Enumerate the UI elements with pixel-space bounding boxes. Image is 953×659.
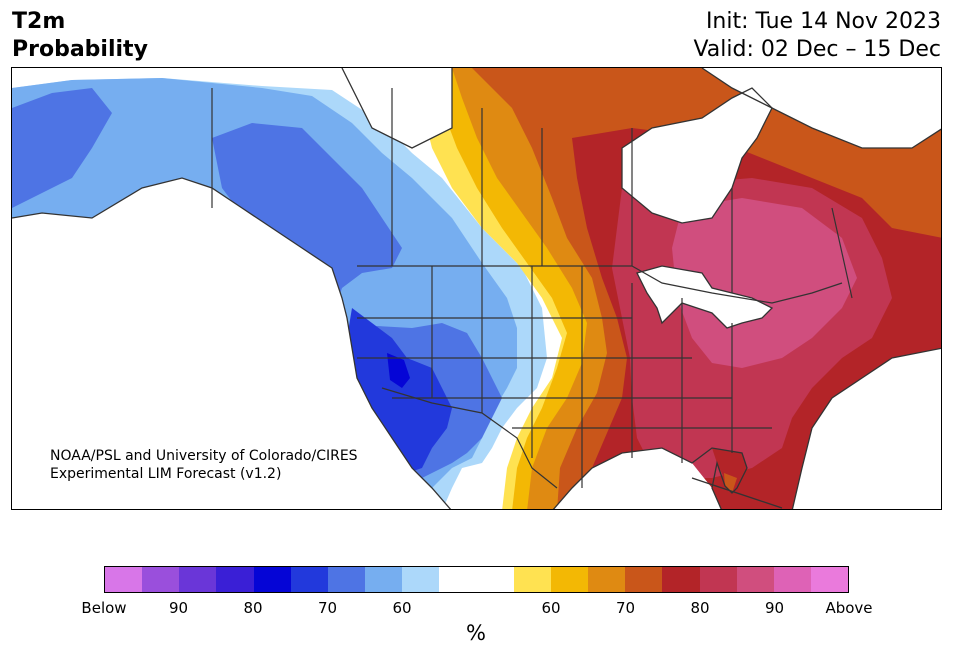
coastlines — [12, 68, 941, 509]
init-date: Init: Tue 14 Nov 2023 — [705, 9, 941, 34]
pacific-ocean — [12, 178, 451, 509]
colorbar-tick-label: 90 — [764, 599, 785, 617]
colorbar-segment — [662, 567, 700, 592]
florida — [712, 448, 747, 488]
colorbar-tick-label: 70 — [317, 599, 338, 617]
colorbar-segment — [588, 567, 626, 592]
title-type: Probability — [12, 37, 148, 62]
credit-line-2: Experimental LIM Forecast (v1.2) — [50, 466, 282, 482]
colorbar-segment — [402, 567, 440, 592]
colorbar-tick-label: 80 — [690, 599, 710, 617]
map-credit: NOAA/PSL and University of Colorado/CIRE… — [50, 447, 358, 483]
credit-line-1: NOAA/PSL and University of Colorado/CIRE… — [50, 448, 358, 464]
colorbar-segment — [550, 567, 589, 592]
colorbar-segment — [439, 567, 477, 592]
colorbar-unit: % — [466, 621, 486, 645]
map-panel: NOAA/PSL and University of Colorado/CIRE… — [11, 67, 942, 510]
colorbar-tick-label: Above — [825, 599, 873, 617]
map-title: T2m Probability — [12, 8, 148, 64]
colorbar-tick-label: 70 — [615, 599, 636, 617]
colorbar-segment — [773, 567, 811, 592]
colorbar-tick-label: Below — [81, 599, 127, 617]
colorbar-tick-label: 90 — [168, 599, 189, 617]
colorbar-segment — [105, 567, 143, 592]
colorbar-segment — [476, 567, 514, 592]
hudson-bay — [622, 88, 772, 223]
colorbar-segment — [736, 567, 774, 592]
forecast-dates: Init: Tue 14 Nov 2023 Valid: 02 Dec – 15… — [693, 8, 941, 64]
valid-range: Valid: 02 Dec – 15 Dec — [693, 37, 941, 62]
colorbar-segment — [216, 567, 254, 592]
colorbar-segment — [327, 567, 366, 592]
gulf-of-mexico — [553, 448, 722, 509]
baffin-area — [702, 68, 941, 148]
colorbar-segment — [513, 567, 551, 592]
warm-85-region — [672, 198, 857, 368]
great-lakes — [637, 266, 772, 328]
title-variable: T2m — [12, 9, 66, 34]
arctic-ocean — [342, 68, 452, 148]
colorbar-segment — [810, 567, 849, 592]
colorbar-segment — [179, 567, 217, 592]
us-mexico-border — [381, 387, 558, 489]
state-lines — [357, 266, 772, 488]
atlantic-ocean — [792, 348, 941, 509]
colorbar-tick-label: 60 — [392, 599, 412, 617]
colorbar — [104, 566, 849, 593]
colorbar-segment — [142, 567, 180, 592]
colorbar-tick-label: 60 — [541, 599, 561, 617]
colorbar-segment — [290, 567, 328, 592]
colorbar-segment — [699, 567, 737, 592]
political-borders — [211, 88, 853, 489]
colorbar-segment — [625, 567, 663, 592]
colorbar-segment — [253, 567, 291, 592]
probability-map — [12, 68, 941, 509]
colorbar-segment — [365, 567, 403, 592]
cold-80-region — [387, 353, 410, 388]
colorbar-tick-label: 80 — [243, 599, 263, 617]
